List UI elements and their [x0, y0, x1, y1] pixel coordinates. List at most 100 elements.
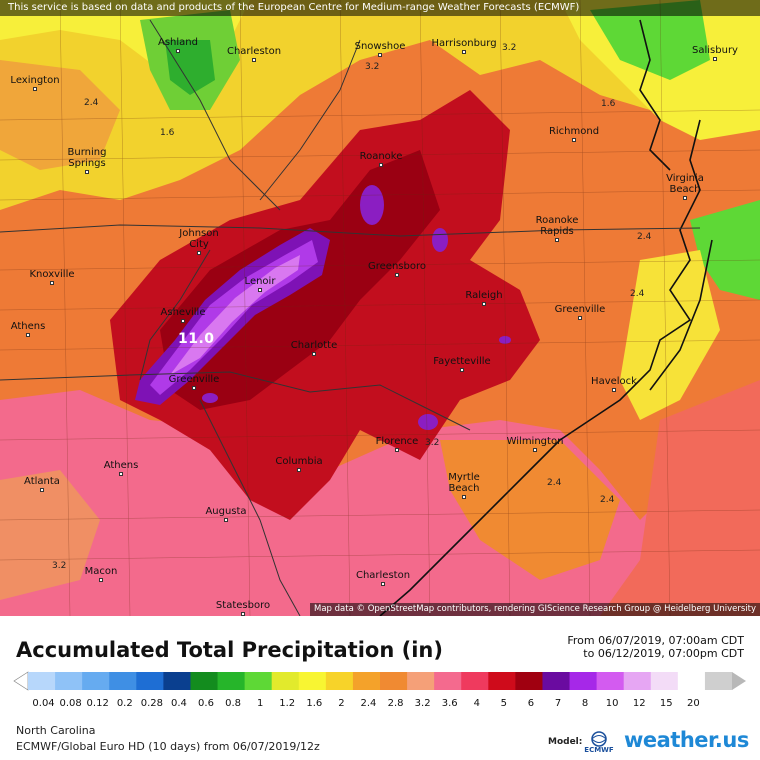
colorbar-tick-label: 0.8: [225, 698, 242, 709]
colorbar-segment: [55, 672, 83, 690]
colorbar-tick-label: 3.2: [414, 698, 431, 709]
city-name: Charlotte: [290, 340, 338, 351]
colorbar-segment: [190, 672, 219, 690]
city-marker-icon: [381, 582, 385, 586]
city-marker-icon: [713, 57, 717, 61]
colorbar-segment: [298, 672, 327, 690]
colorbar-segment: [28, 672, 56, 690]
colorbar-tick-label: 2: [338, 698, 345, 709]
city-name: Athens: [10, 321, 46, 332]
city-marker-icon: [395, 448, 399, 452]
colorbar-tick-label: 2.4: [360, 698, 377, 709]
city-marker-icon: [241, 612, 245, 616]
city-marker-icon: [460, 368, 464, 372]
city-marker-icon: [85, 170, 89, 174]
colorbar-segment: [82, 672, 110, 690]
city-name: Salisbury: [692, 45, 738, 56]
city-marker-icon: [578, 316, 582, 320]
ecmwf-logo-icon: [591, 731, 607, 747]
city-name: Roanoke Rapids: [535, 215, 579, 237]
city-marker-icon: [252, 58, 256, 62]
city-name: Asheville: [160, 307, 206, 318]
city-name: Myrtle Beach: [448, 472, 480, 494]
colorbar-segment: [515, 672, 543, 690]
city-name: Roanoke: [359, 151, 403, 162]
colorbar-tick-label: 12: [632, 698, 646, 709]
ecmwf-notice: This service is based on data and produc…: [0, 0, 760, 16]
city-marker-icon: [176, 49, 180, 53]
colorbar-segment: [650, 672, 679, 690]
city-name: Raleigh: [465, 290, 503, 301]
city-name: Richmond: [548, 126, 600, 137]
colorbar-segment: [109, 672, 137, 690]
colorbar-tick-label: 2.8: [387, 698, 404, 709]
city-name: Knoxville: [29, 269, 75, 280]
colorbar-tick-label: 0.08: [59, 698, 82, 709]
colorbar-ticks: 0.04 0.08 0.12 0.2 0.28 0.4 0.6 0.8 1 1.2 1.6 2 2.4 2…: [0, 698, 760, 712]
city-name: Greenville: [168, 374, 220, 385]
colorbar-segment: [217, 672, 246, 690]
city-name: Charleston: [226, 46, 282, 57]
colorbar-segment: [488, 672, 516, 690]
city-name: Lexington: [10, 75, 60, 86]
date-from: From 06/07/2019, 07:00am CDT: [567, 634, 744, 647]
city-name: Johnson City: [179, 228, 219, 250]
colorbar-tick-label: 0.2: [116, 698, 133, 709]
legend-title: Accumulated Total Precipitation (in): [16, 638, 443, 662]
colorbar-tick-label: 0.28: [140, 698, 163, 709]
colorbar-tick-label: 10: [605, 698, 619, 709]
city-name: Greenville: [554, 304, 606, 315]
colorbar-tick-label: 8: [581, 698, 589, 709]
city-marker-icon: [395, 273, 399, 277]
city-marker-icon: [312, 352, 316, 356]
colorbar-segment: [352, 672, 381, 690]
map-canvas: [0, 0, 760, 616]
city-marker-icon: [555, 238, 559, 242]
colorbar-tick-label: 0.12: [86, 698, 109, 709]
colorbar-tick-label: 0.4: [170, 698, 187, 709]
region-name: North Carolina: [16, 724, 96, 737]
colorbar-segment: [623, 672, 652, 690]
colorbar-tick-label: 15: [659, 698, 673, 709]
city-name: Florence: [375, 436, 419, 447]
colorbar-max-arrow: [732, 672, 746, 690]
city-marker-icon: [192, 386, 196, 390]
city-name: Lenoir: [244, 276, 276, 287]
contour-value-label: 2.4: [630, 289, 645, 299]
colorbar-segment: [163, 672, 191, 690]
city-marker-icon: [379, 163, 383, 167]
city-marker-icon: [197, 251, 201, 255]
contour-value-label: 2.4: [600, 495, 615, 505]
city-name: Snowshoe: [354, 41, 406, 52]
city-marker-icon: [462, 50, 466, 54]
colorbar-tick-label: 20: [687, 698, 700, 709]
city-name: Wilmington: [506, 436, 564, 447]
contour-value-label: 2.4: [84, 98, 99, 108]
city-marker-icon: [612, 388, 616, 392]
city-marker-icon: [224, 518, 228, 522]
colorbar-tick-label: 0.6: [198, 698, 214, 709]
colorbar-tick-label: 5: [500, 698, 508, 709]
contour-value-label: 3.2: [502, 43, 517, 53]
city-name: Havelock: [591, 376, 637, 387]
colorbar: [13, 671, 746, 691]
colorbar-tick-label: 4: [473, 698, 480, 709]
colorbar-segment: [434, 672, 462, 690]
city-marker-icon: [462, 495, 466, 499]
colorbar-segment: [704, 672, 733, 690]
colorbar-segment: [542, 672, 571, 690]
contour-value-label: 1.6: [160, 128, 175, 138]
city-marker-icon: [26, 333, 30, 337]
city-name: Statesboro: [215, 600, 271, 611]
colorbar-segment: [461, 672, 489, 690]
colorbar-segment: [136, 672, 164, 690]
contour-value-label: 3.2: [425, 438, 440, 448]
city-marker-icon: [482, 302, 486, 306]
precipitation-map[interactable]: This service is based on data and produc…: [0, 0, 760, 616]
city-marker-icon: [297, 468, 301, 472]
colorbar-tick-label: 3.6: [441, 698, 458, 709]
city-name: Fayetteville: [433, 356, 491, 367]
map-attribution[interactable]: Map data © OpenStreetMap contributors, r…: [310, 603, 760, 616]
brand-logo[interactable]: weather.us: [624, 728, 749, 752]
colorbar-segment: [596, 672, 625, 690]
